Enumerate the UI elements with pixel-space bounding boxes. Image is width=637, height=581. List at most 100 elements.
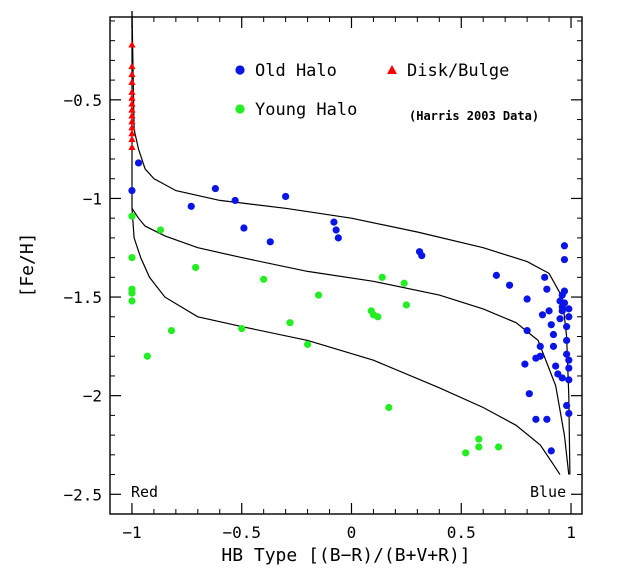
old-halo-point — [240, 224, 248, 232]
old-halo-point — [541, 273, 549, 281]
legend-label: Old Halo — [255, 61, 337, 81]
disk-bulge-point — [128, 135, 136, 143]
old-halo-point — [505, 281, 514, 289]
young-halo-point — [494, 443, 503, 451]
old-halo-point — [563, 401, 571, 410]
old-halo-point — [560, 255, 569, 264]
young-halo-point — [378, 273, 386, 281]
x-tick-label: 0 — [347, 523, 357, 542]
old-halo-point — [547, 321, 555, 329]
young-halo-point — [128, 254, 136, 262]
old-halo-point — [536, 352, 544, 360]
disk-bulge-point — [128, 112, 136, 119]
old-halo-point — [532, 415, 540, 423]
old-halo-point — [134, 159, 143, 167]
young-halo-point — [303, 340, 312, 348]
old-halo-point — [547, 447, 555, 455]
old-halo-point — [565, 364, 573, 372]
young-halo-point — [167, 326, 176, 335]
young-halo-point — [475, 443, 483, 451]
young-halo-point — [128, 212, 136, 220]
plot-frame — [109, 16, 583, 515]
old-halo-point — [525, 390, 533, 398]
annotation-blue: Blue — [530, 483, 566, 501]
legend-marker — [387, 65, 397, 74]
disk-bulge-point — [128, 70, 136, 78]
old-halo-point — [266, 238, 274, 246]
old-halo-point — [545, 307, 553, 315]
old-halo-point — [334, 234, 342, 242]
old-halo-point — [565, 313, 573, 321]
legend-marker — [235, 104, 245, 114]
old-halo-point — [549, 342, 558, 350]
old-halo-point — [543, 285, 551, 293]
old-halo-point — [187, 202, 195, 210]
disk-bulge-point — [128, 88, 136, 95]
legend-label: Young Halo — [255, 100, 357, 120]
y-tick-label: −1 — [83, 189, 102, 208]
disk-bulge-point — [128, 123, 136, 131]
young-halo-point — [475, 435, 483, 443]
old-halo-point — [543, 415, 551, 423]
young-halo-point — [402, 301, 410, 309]
old-halo-point — [211, 184, 219, 193]
old-halo-point — [523, 295, 531, 303]
disk-bulge-point — [128, 94, 136, 101]
legend: Old Halo Disk/Bulge Young Halo — [235, 61, 509, 120]
model-curve-3 — [131, 208, 561, 475]
axis-ticks: −1 −0.5 0 0.5 1 −0.5 −1 −1.5 −2 −2.5 — [63, 17, 582, 542]
young-halo-point — [260, 275, 268, 283]
disk-bulge-point — [128, 62, 136, 70]
young-halo-point — [143, 352, 151, 360]
old-halo-point — [560, 299, 569, 307]
disk-bulge-point — [128, 100, 136, 107]
old-halo-point — [563, 336, 571, 345]
old-halo-point — [549, 330, 558, 339]
old-halo-point — [523, 326, 531, 335]
legend-marker — [235, 65, 245, 75]
y-tick-label: −0.5 — [63, 91, 102, 110]
old-halo-point — [128, 186, 136, 195]
y-tick-label: −2.5 — [63, 485, 102, 504]
old-halo-point — [536, 342, 544, 350]
disk-bulge-point — [128, 129, 136, 137]
y-tick-label: −2 — [83, 387, 102, 406]
old-halo-point — [231, 196, 239, 205]
young-halo-point — [462, 449, 470, 457]
data-points — [128, 41, 573, 457]
old-halo-point — [282, 192, 290, 201]
disk-bulge-point — [128, 78, 136, 85]
disk-bulge-point — [128, 106, 136, 113]
x-tick-label: 0.5 — [447, 523, 476, 542]
model-curve-2 — [131, 11, 570, 475]
old-halo-point — [565, 305, 573, 313]
young-halo-point — [128, 297, 136, 305]
annotation-red: Red — [131, 483, 158, 501]
old-halo-point — [560, 242, 569, 250]
disk-bulge-point — [128, 143, 136, 151]
old-halo-point — [558, 374, 566, 382]
young-halo-point — [314, 291, 323, 299]
old-halo-point — [565, 409, 573, 418]
old-halo-point — [563, 350, 571, 358]
old-halo-point — [560, 287, 569, 295]
x-tick-label: −1 — [122, 523, 141, 542]
old-halo-point — [332, 226, 340, 234]
old-halo-point — [565, 356, 573, 364]
young-halo-point — [192, 263, 200, 272]
young-halo-point — [286, 319, 294, 327]
y-axis-label: [Fe/H] — [17, 232, 38, 297]
young-halo-point — [156, 226, 165, 234]
x-tick-label: 1 — [566, 523, 576, 542]
young-halo-point — [238, 325, 246, 333]
young-halo-point — [400, 279, 408, 287]
old-halo-point — [565, 376, 573, 384]
old-halo-point — [552, 362, 560, 370]
x-tick-label: −0.5 — [222, 523, 261, 542]
disk-bulge-point — [128, 41, 136, 48]
disk-bulge-point — [128, 117, 136, 125]
y-tick-label: −1.5 — [63, 288, 102, 307]
young-halo-point — [128, 289, 136, 297]
old-halo-point — [330, 218, 338, 226]
